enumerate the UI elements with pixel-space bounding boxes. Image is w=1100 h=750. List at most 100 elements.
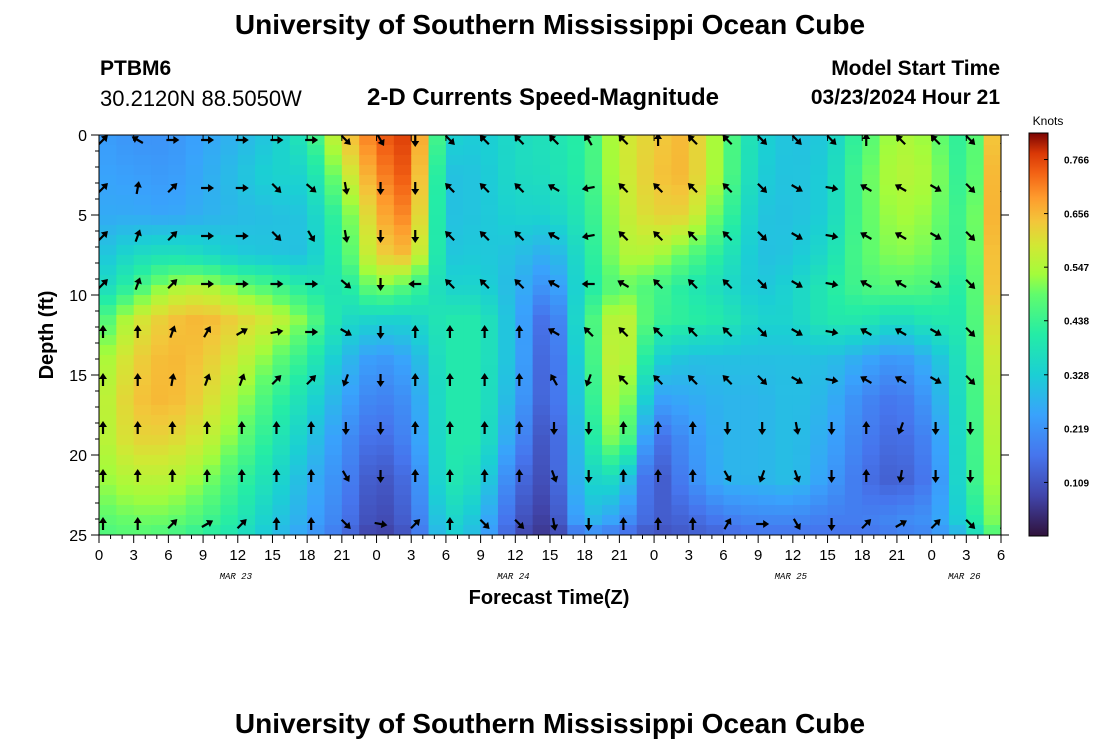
- heatmap-cell: [619, 485, 638, 496]
- heatmap-cell: [151, 295, 169, 306]
- heatmap-cell: [671, 455, 690, 466]
- heatmap-cell: [896, 435, 915, 446]
- heatmap-cell: [758, 505, 777, 516]
- heatmap-cell: [983, 475, 1001, 486]
- heatmap-cell: [480, 255, 499, 266]
- current-arrow: [825, 232, 839, 241]
- heatmap-cell: [914, 505, 933, 516]
- heatmap-cell: [289, 525, 308, 535]
- heatmap-cell: [706, 235, 725, 246]
- heatmap-cell: [445, 405, 464, 416]
- heatmap-cell: [463, 445, 482, 456]
- colorbar-tick-label: 0.766: [1064, 156, 1089, 167]
- heatmap-cell: [532, 285, 551, 296]
- current-arrow: [584, 135, 593, 146]
- heatmap-cell: [671, 245, 690, 256]
- heatmap-cell: [376, 505, 395, 516]
- heatmap-cell: [497, 165, 516, 176]
- heatmap-cell: [619, 505, 638, 516]
- heatmap-cell: [636, 305, 655, 316]
- heatmap-cell: [550, 165, 568, 176]
- heatmap-cell: [654, 185, 673, 196]
- heatmap-cell: [983, 265, 1001, 276]
- heatmap-cell: [307, 275, 326, 286]
- heatmap-cell: [237, 395, 256, 406]
- heatmap-cell: [445, 485, 464, 496]
- heatmap-cell: [428, 475, 447, 486]
- heatmap-cell: [827, 225, 846, 236]
- heatmap-cell: [966, 355, 985, 366]
- heatmap-cell: [393, 415, 412, 426]
- heatmap-cell: [289, 195, 308, 206]
- heatmap-cell: [654, 475, 673, 486]
- heatmap-cell: [307, 485, 326, 496]
- heatmap-cell: [758, 255, 777, 266]
- y-tick-label: 0: [78, 128, 87, 145]
- heatmap-cell: [567, 405, 586, 416]
- current-arrow: [547, 232, 560, 240]
- heatmap-cell: [619, 295, 638, 306]
- heatmap-cell: [584, 415, 603, 426]
- heatmap-cell: [602, 335, 620, 346]
- heatmap-cell: [428, 415, 447, 426]
- heatmap-cell: [289, 355, 308, 366]
- heatmap-cell: [255, 235, 274, 246]
- heatmap-cell: [116, 435, 135, 446]
- heatmap-cell: [220, 265, 239, 276]
- heatmap-cell: [463, 345, 482, 356]
- current-arrow: [653, 327, 664, 338]
- heatmap-cell: [671, 465, 690, 476]
- heatmap-cell: [550, 225, 568, 236]
- heatmap-cell: [532, 325, 551, 336]
- x-tick-label: 15: [819, 547, 836, 564]
- heatmap-cell: [307, 215, 326, 226]
- heatmap-cell: [151, 365, 169, 376]
- heatmap-cell: [966, 275, 985, 286]
- heatmap-cell: [654, 335, 673, 346]
- heatmap-cell: [463, 525, 482, 535]
- heatmap-cell: [116, 195, 135, 206]
- heatmap-cell: [237, 345, 256, 356]
- heatmap-cell: [688, 435, 707, 446]
- heatmap-cell: [237, 385, 256, 396]
- heatmap-cell: [775, 495, 794, 506]
- heatmap-cell: [324, 195, 343, 206]
- heatmap-cell: [827, 345, 846, 356]
- heatmap-cell: [914, 165, 933, 176]
- heatmap-cell: [411, 425, 430, 436]
- heatmap-cell: [896, 515, 915, 526]
- current-arrow: [99, 231, 108, 242]
- current-arrow: [514, 518, 525, 529]
- heatmap-cell: [99, 365, 117, 376]
- heatmap-cell: [706, 135, 725, 146]
- heatmap-cell: [758, 475, 777, 486]
- heatmap-cell: [532, 525, 551, 535]
- heatmap-cell: [272, 165, 291, 176]
- heatmap-cell: [879, 185, 898, 196]
- heatmap-cell: [931, 175, 950, 186]
- heatmap-cell: [966, 205, 985, 216]
- heatmap-cell: [324, 295, 343, 306]
- heatmap-cell: [272, 145, 291, 156]
- heatmap-cell: [237, 195, 256, 206]
- heatmap-cell: [515, 135, 534, 146]
- heatmap-cell: [341, 215, 360, 226]
- heatmap-cell: [602, 505, 620, 516]
- heatmap-cell: [324, 315, 343, 326]
- current-arrow: [515, 421, 524, 434]
- heatmap-cell: [341, 175, 360, 186]
- current-arrow: [411, 325, 420, 338]
- heatmap-cell: [792, 215, 811, 226]
- heatmap-cell: [393, 295, 412, 306]
- heatmap-cell: [168, 175, 187, 186]
- heatmap-cell: [341, 205, 360, 216]
- heatmap-cell: [116, 145, 135, 156]
- heatmap-cell: [133, 345, 152, 356]
- current-arrow: [619, 517, 628, 530]
- heatmap-cell: [480, 135, 499, 146]
- heatmap-cell: [567, 325, 586, 336]
- heatmap-cell: [931, 485, 950, 496]
- heatmap-cell: [289, 185, 308, 196]
- heatmap-cell: [480, 525, 499, 535]
- current-arrow: [653, 231, 664, 242]
